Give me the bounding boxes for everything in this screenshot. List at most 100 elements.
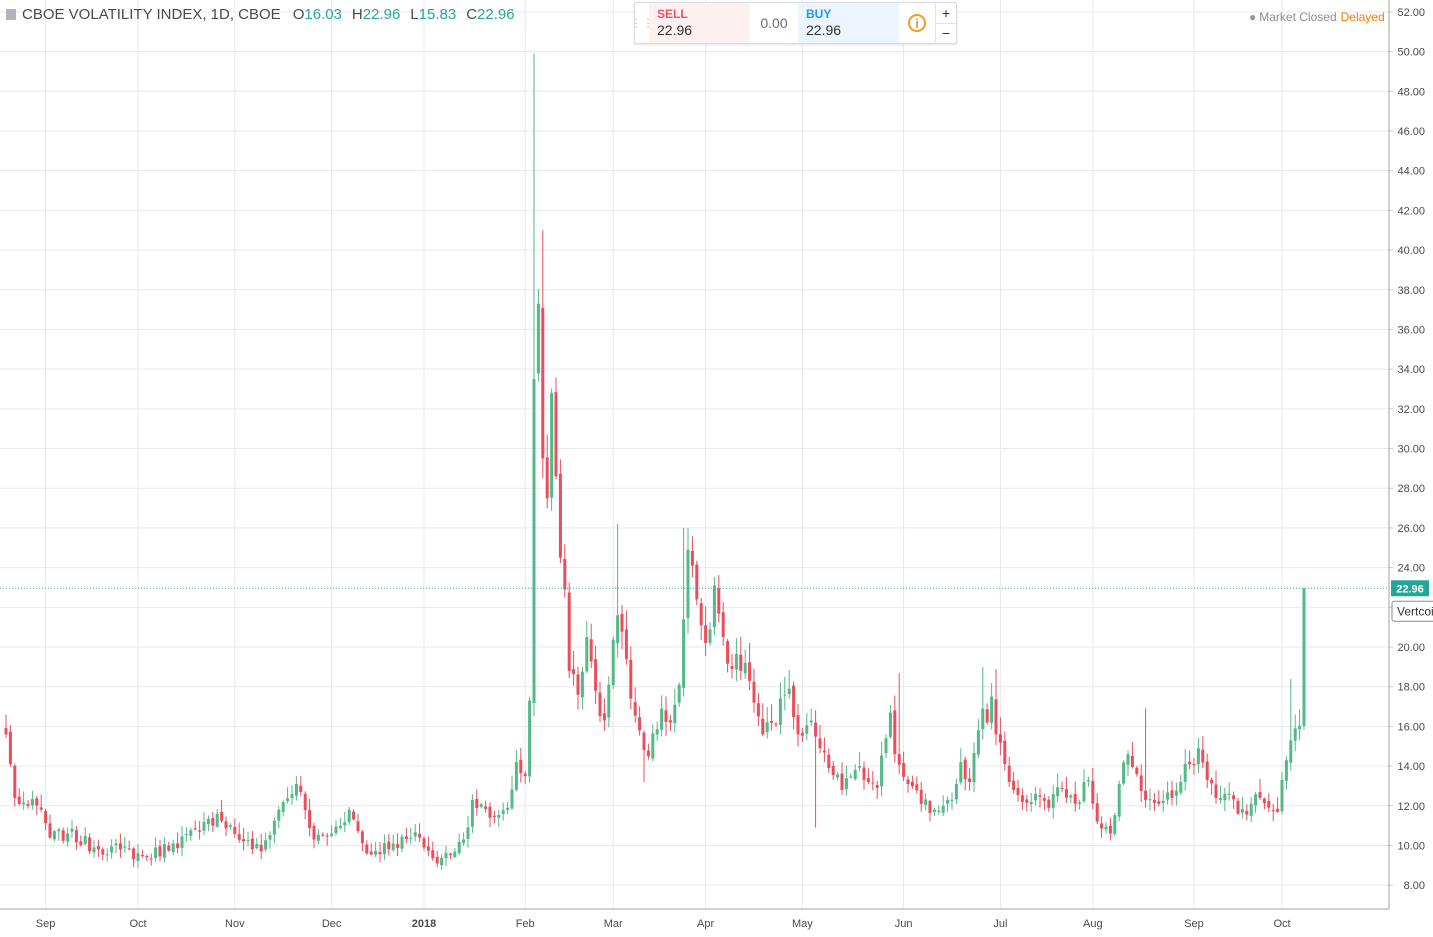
candle-body — [673, 704, 677, 724]
candle-body — [827, 754, 831, 769]
candle-body — [871, 782, 875, 784]
candle-body — [624, 629, 628, 659]
candle-body — [110, 846, 114, 853]
status-dot-icon: ● — [1249, 10, 1257, 24]
y-tick-label: 48.00 — [1397, 86, 1425, 98]
x-tick-label: Apr — [697, 918, 714, 930]
quantity-stepper: + − — [935, 3, 956, 43]
candle-body — [506, 807, 510, 811]
candle-body — [633, 702, 637, 716]
candle-body — [1236, 800, 1240, 814]
x-tick-label: Jun — [895, 918, 913, 930]
x-tick-label: Sep — [1184, 918, 1204, 930]
candle-body — [264, 840, 268, 850]
candle-body — [74, 830, 78, 843]
sell-label: SELL — [657, 7, 688, 21]
candle-body — [497, 814, 501, 818]
candle-body — [105, 854, 109, 856]
candle-body — [22, 802, 26, 805]
candle-body — [1095, 803, 1099, 822]
candle-body — [1069, 795, 1073, 798]
candle-body — [950, 799, 954, 801]
x-tick-label: May — [792, 918, 813, 930]
candle-body — [1166, 792, 1170, 800]
candle-body — [866, 778, 870, 782]
candle-body — [136, 853, 140, 862]
candle-body — [114, 843, 118, 845]
plus-button[interactable]: + — [941, 4, 951, 21]
candle-body — [1042, 798, 1046, 801]
candle-body — [954, 783, 958, 800]
candle-body — [598, 692, 602, 717]
candle-body — [352, 811, 356, 820]
candle-body — [202, 822, 206, 831]
info-icon: i — [908, 14, 926, 32]
y-tick-label: 52.00 — [1397, 7, 1425, 19]
candle-body — [374, 850, 378, 855]
low-key: L — [410, 6, 419, 23]
candle-body — [8, 731, 12, 765]
candle-body — [778, 698, 782, 725]
candle-body — [83, 835, 87, 844]
candle-body — [1254, 794, 1258, 806]
candle-body — [1271, 809, 1275, 811]
candle-body — [492, 815, 496, 817]
candle-body — [1267, 801, 1271, 808]
buy-button[interactable]: BUY 22.96 — [798, 3, 899, 43]
candle-body — [206, 818, 210, 825]
candle-body — [290, 793, 294, 798]
candle-body — [748, 662, 752, 681]
overlay-tooltip-box — [1391, 600, 1433, 622]
candle-body — [888, 712, 892, 737]
trade-panel: ⋮⋮ SELL 22.96 0.00 BUY 22.96 i + − — [630, 2, 957, 44]
candle-body — [365, 844, 369, 854]
candle-body — [959, 762, 963, 783]
candle-body — [1223, 793, 1227, 801]
candle-body — [1249, 803, 1253, 816]
minus-button[interactable]: − — [936, 22, 956, 44]
candle-body — [567, 592, 571, 671]
info-button[interactable]: i — [899, 3, 935, 43]
x-tick-label: Aug — [1083, 918, 1103, 930]
y-tick-label: 28.00 — [1397, 483, 1425, 495]
candle-body — [620, 613, 624, 632]
candle-body — [884, 738, 888, 754]
y-tick-label: 44.00 — [1397, 166, 1425, 178]
collapse-flag-icon[interactable] — [6, 9, 16, 20]
candle-body — [404, 836, 408, 840]
candle-body — [1025, 799, 1029, 803]
candle-body — [462, 839, 466, 844]
y-tick-label: 34.00 — [1397, 364, 1425, 376]
candle-body — [770, 720, 774, 723]
drag-handle-icon[interactable]: ⋮⋮ — [630, 16, 654, 30]
candle-body — [1034, 793, 1038, 801]
candle-body — [444, 853, 448, 859]
candle-body — [875, 784, 879, 788]
candle-body — [347, 809, 351, 823]
market-closed-text: Market Closed — [1259, 10, 1337, 24]
candle-body — [576, 674, 580, 695]
candle-body — [589, 639, 593, 662]
candle-body — [1108, 825, 1112, 834]
candle-body — [1086, 779, 1090, 782]
candle-body — [1148, 799, 1152, 801]
candle-body — [140, 854, 144, 857]
x-tick-label: Feb — [516, 918, 535, 930]
candle-body — [668, 720, 672, 723]
candle-body — [585, 637, 589, 672]
candle-body — [607, 684, 611, 718]
candle-body — [325, 835, 329, 837]
candle-body — [123, 846, 127, 848]
open-value: 16.03 — [304, 6, 342, 23]
candle-body — [1056, 787, 1060, 797]
candle-body — [580, 671, 584, 698]
sell-button[interactable]: SELL 22.96 — [649, 3, 750, 43]
candle-body — [184, 834, 188, 836]
candle-body — [475, 798, 479, 808]
candle-body — [1276, 808, 1280, 812]
candle-body — [316, 834, 320, 841]
x-tick-label: Oct — [1273, 918, 1290, 930]
x-tick-label: Nov — [225, 918, 245, 930]
